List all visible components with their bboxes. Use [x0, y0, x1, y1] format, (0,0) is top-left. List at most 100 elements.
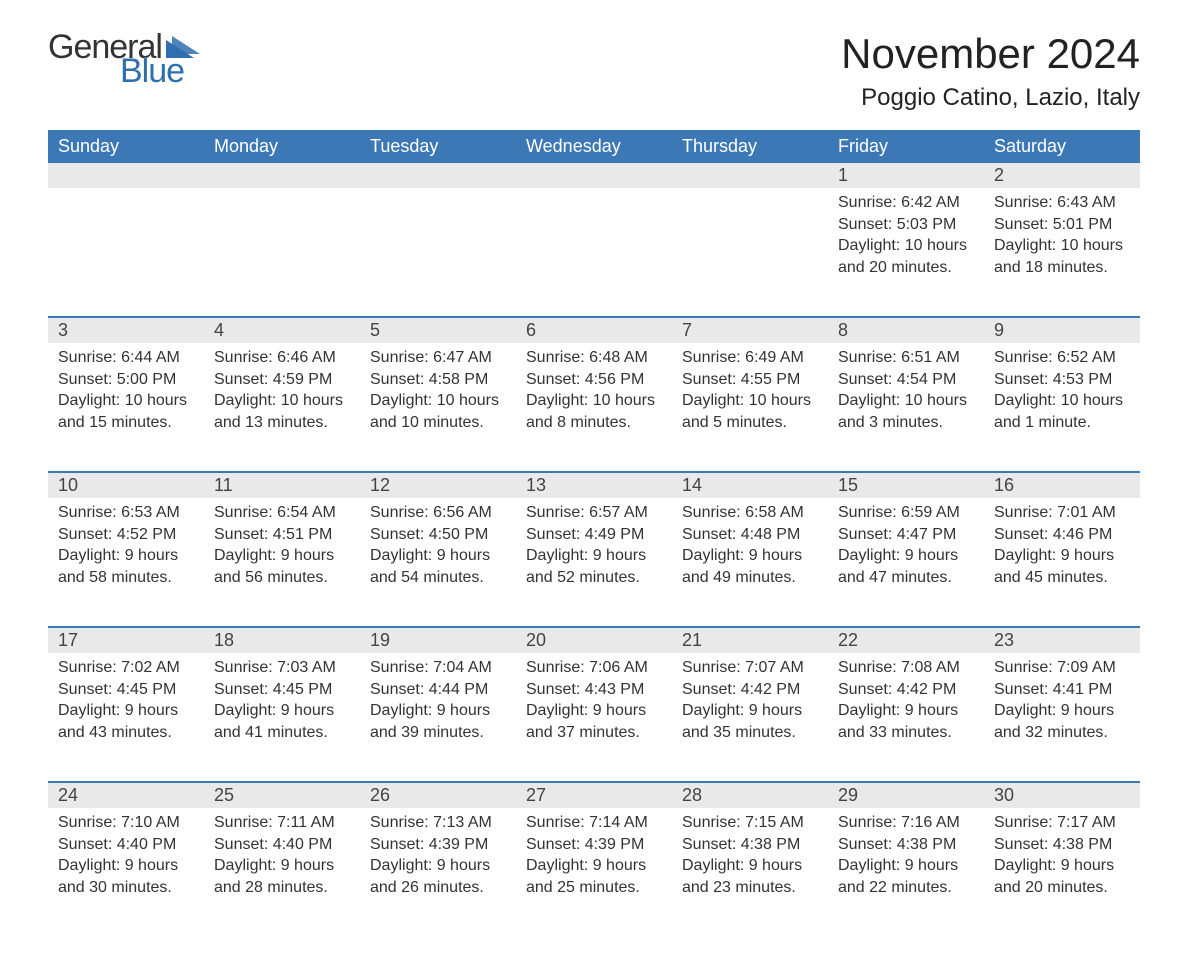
- day-sunset: Sunset: 4:46 PM: [994, 524, 1130, 546]
- day-sunrise: Sunrise: 6:58 AM: [682, 502, 818, 524]
- day-number-strip: 12: [48, 163, 1140, 188]
- day-sunset: Sunset: 4:39 PM: [526, 834, 662, 856]
- day-body: Sunrise: 6:44 AMSunset: 5:00 PMDaylight:…: [48, 343, 204, 443]
- day-number: 5: [360, 318, 516, 343]
- weekday-thursday: Thursday: [672, 130, 828, 163]
- day-d1: Daylight: 10 hours: [682, 390, 818, 412]
- day-number: 2: [984, 163, 1140, 188]
- week-row: Sunrise: 7:10 AMSunset: 4:40 PMDaylight:…: [48, 808, 1140, 936]
- day-number: 7: [672, 318, 828, 343]
- day-d2: and 22 minutes.: [838, 877, 974, 899]
- day-number: 14: [672, 473, 828, 498]
- day-cell: Sunrise: 7:07 AMSunset: 4:42 PMDaylight:…: [672, 653, 828, 781]
- day-d2: and 10 minutes.: [370, 412, 506, 434]
- day-d1: Daylight: 9 hours: [682, 700, 818, 722]
- day-sunset: Sunset: 4:52 PM: [58, 524, 194, 546]
- day-sunrise: Sunrise: 6:57 AM: [526, 502, 662, 524]
- day-number: [204, 163, 360, 188]
- day-cell: Sunrise: 6:49 AMSunset: 4:55 PMDaylight:…: [672, 343, 828, 471]
- day-d2: and 20 minutes.: [994, 877, 1130, 899]
- day-body: Sunrise: 7:04 AMSunset: 4:44 PMDaylight:…: [360, 653, 516, 753]
- day-sunset: Sunset: 4:40 PM: [214, 834, 350, 856]
- day-d1: Daylight: 10 hours: [994, 235, 1130, 257]
- day-d2: and 56 minutes.: [214, 567, 350, 589]
- day-cell: Sunrise: 7:15 AMSunset: 4:38 PMDaylight:…: [672, 808, 828, 936]
- day-number: 20: [516, 628, 672, 653]
- day-number: 13: [516, 473, 672, 498]
- day-body: Sunrise: 7:07 AMSunset: 4:42 PMDaylight:…: [672, 653, 828, 753]
- day-sunrise: Sunrise: 6:59 AM: [838, 502, 974, 524]
- day-number: 18: [204, 628, 360, 653]
- day-cell: Sunrise: 6:51 AMSunset: 4:54 PMDaylight:…: [828, 343, 984, 471]
- day-number: 16: [984, 473, 1140, 498]
- day-sunrise: Sunrise: 7:11 AM: [214, 812, 350, 834]
- day-d2: and 23 minutes.: [682, 877, 818, 899]
- day-cell: Sunrise: 7:14 AMSunset: 4:39 PMDaylight:…: [516, 808, 672, 936]
- day-body: Sunrise: 7:10 AMSunset: 4:40 PMDaylight:…: [48, 808, 204, 908]
- day-cell: Sunrise: 6:48 AMSunset: 4:56 PMDaylight:…: [516, 343, 672, 471]
- day-body: Sunrise: 6:57 AMSunset: 4:49 PMDaylight:…: [516, 498, 672, 598]
- day-cell: Sunrise: 7:08 AMSunset: 4:42 PMDaylight:…: [828, 653, 984, 781]
- day-cell: Sunrise: 6:57 AMSunset: 4:49 PMDaylight:…: [516, 498, 672, 626]
- day-cell: Sunrise: 6:54 AMSunset: 4:51 PMDaylight:…: [204, 498, 360, 626]
- month-title: November 2024: [841, 30, 1140, 78]
- day-body: Sunrise: 7:14 AMSunset: 4:39 PMDaylight:…: [516, 808, 672, 908]
- weekday-friday: Friday: [828, 130, 984, 163]
- day-d2: and 26 minutes.: [370, 877, 506, 899]
- location-text: Poggio Catino, Lazio, Italy: [841, 84, 1140, 112]
- day-number-strip: 24252627282930: [48, 781, 1140, 808]
- day-d2: and 47 minutes.: [838, 567, 974, 589]
- day-d1: Daylight: 9 hours: [370, 700, 506, 722]
- day-d1: Daylight: 9 hours: [214, 545, 350, 567]
- calendar: SundayMondayTuesdayWednesdayThursdayFrid…: [48, 130, 1140, 936]
- day-cell: Sunrise: 6:58 AMSunset: 4:48 PMDaylight:…: [672, 498, 828, 626]
- week-row: Sunrise: 6:53 AMSunset: 4:52 PMDaylight:…: [48, 498, 1140, 626]
- day-d1: Daylight: 9 hours: [526, 700, 662, 722]
- week-row: Sunrise: 7:02 AMSunset: 4:45 PMDaylight:…: [48, 653, 1140, 781]
- day-d1: Daylight: 9 hours: [838, 545, 974, 567]
- day-d1: Daylight: 9 hours: [526, 855, 662, 877]
- day-d2: and 58 minutes.: [58, 567, 194, 589]
- weekday-header-row: SundayMondayTuesdayWednesdayThursdayFrid…: [48, 130, 1140, 163]
- day-cell: Sunrise: 7:13 AMSunset: 4:39 PMDaylight:…: [360, 808, 516, 936]
- day-cell: [360, 188, 516, 316]
- day-body: Sunrise: 7:16 AMSunset: 4:38 PMDaylight:…: [828, 808, 984, 908]
- day-sunset: Sunset: 5:00 PM: [58, 369, 194, 391]
- day-body: Sunrise: 6:59 AMSunset: 4:47 PMDaylight:…: [828, 498, 984, 598]
- day-cell: Sunrise: 7:01 AMSunset: 4:46 PMDaylight:…: [984, 498, 1140, 626]
- day-d1: Daylight: 9 hours: [370, 855, 506, 877]
- day-d2: and 45 minutes.: [994, 567, 1130, 589]
- day-cell: Sunrise: 7:04 AMSunset: 4:44 PMDaylight:…: [360, 653, 516, 781]
- weekday-monday: Monday: [204, 130, 360, 163]
- day-d1: Daylight: 9 hours: [682, 855, 818, 877]
- day-number: 28: [672, 783, 828, 808]
- day-sunset: Sunset: 4:39 PM: [370, 834, 506, 856]
- day-body: Sunrise: 7:08 AMSunset: 4:42 PMDaylight:…: [828, 653, 984, 753]
- day-d2: and 28 minutes.: [214, 877, 350, 899]
- day-d2: and 8 minutes.: [526, 412, 662, 434]
- day-sunset: Sunset: 4:54 PM: [838, 369, 974, 391]
- day-number: 11: [204, 473, 360, 498]
- day-sunrise: Sunrise: 6:56 AM: [370, 502, 506, 524]
- day-cell: [672, 188, 828, 316]
- day-body: Sunrise: 7:06 AMSunset: 4:43 PMDaylight:…: [516, 653, 672, 753]
- day-sunrise: Sunrise: 7:02 AM: [58, 657, 194, 679]
- day-sunset: Sunset: 4:44 PM: [370, 679, 506, 701]
- day-sunrise: Sunrise: 6:44 AM: [58, 347, 194, 369]
- day-d1: Daylight: 9 hours: [838, 700, 974, 722]
- day-d2: and 39 minutes.: [370, 722, 506, 744]
- day-d2: and 15 minutes.: [58, 412, 194, 434]
- day-body: Sunrise: 7:15 AMSunset: 4:38 PMDaylight:…: [672, 808, 828, 908]
- weekday-sunday: Sunday: [48, 130, 204, 163]
- day-body: Sunrise: 6:49 AMSunset: 4:55 PMDaylight:…: [672, 343, 828, 443]
- day-d1: Daylight: 9 hours: [994, 855, 1130, 877]
- day-body: Sunrise: 7:03 AMSunset: 4:45 PMDaylight:…: [204, 653, 360, 753]
- weekday-wednesday: Wednesday: [516, 130, 672, 163]
- day-sunset: Sunset: 4:38 PM: [838, 834, 974, 856]
- day-d2: and 33 minutes.: [838, 722, 974, 744]
- day-cell: [516, 188, 672, 316]
- day-d1: Daylight: 9 hours: [682, 545, 818, 567]
- day-number: 12: [360, 473, 516, 498]
- day-body: Sunrise: 6:52 AMSunset: 4:53 PMDaylight:…: [984, 343, 1140, 443]
- weekday-tuesday: Tuesday: [360, 130, 516, 163]
